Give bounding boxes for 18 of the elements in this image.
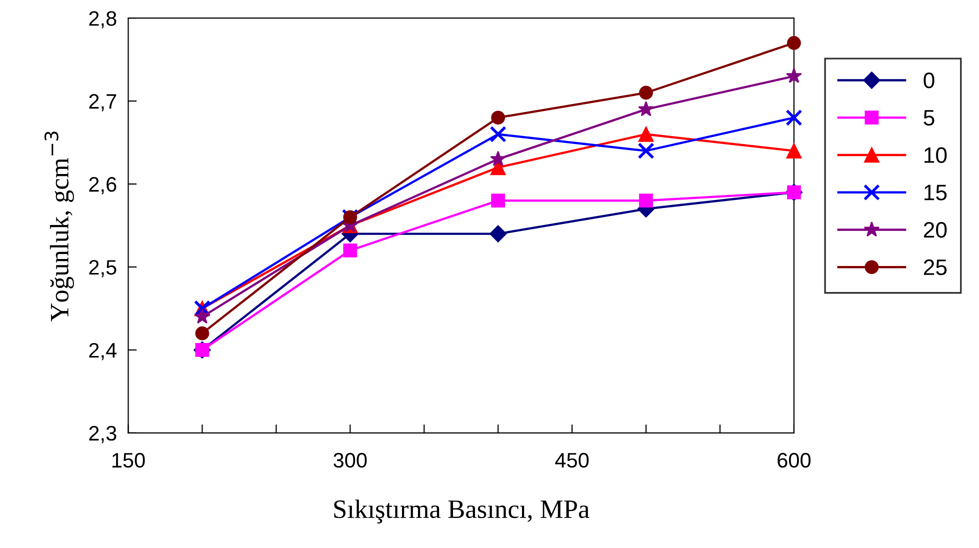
y-tick-label: 2,7 [89,94,116,112]
legend-label: 25 [924,259,947,276]
x-tick-label: 300 [334,452,367,468]
legend-label: 20 [924,222,947,238]
x-tick-label: 450 [555,452,589,468]
legend-label: 10 [924,147,947,163]
legend-label: 5 [924,110,934,126]
y-tick-label: 2,3 [89,426,116,444]
legend-label: 15 [924,184,947,200]
y-tick-label: 2,8 [89,11,116,28]
y-tick-label: 2,5 [89,260,116,278]
y-tick-label: 2,6 [89,177,116,194]
x-axis-title: Sıkıştırma Basıncı, MPa [334,500,590,524]
x-tick-label: 600 [778,452,811,468]
y-tick-label: 2,4 [89,342,117,360]
x-tick-label: 150 [112,452,145,468]
y-axis-title: Yoğunluk, gcm$^{−3}$ [44,132,74,322]
legend-label: 0 [924,72,934,88]
